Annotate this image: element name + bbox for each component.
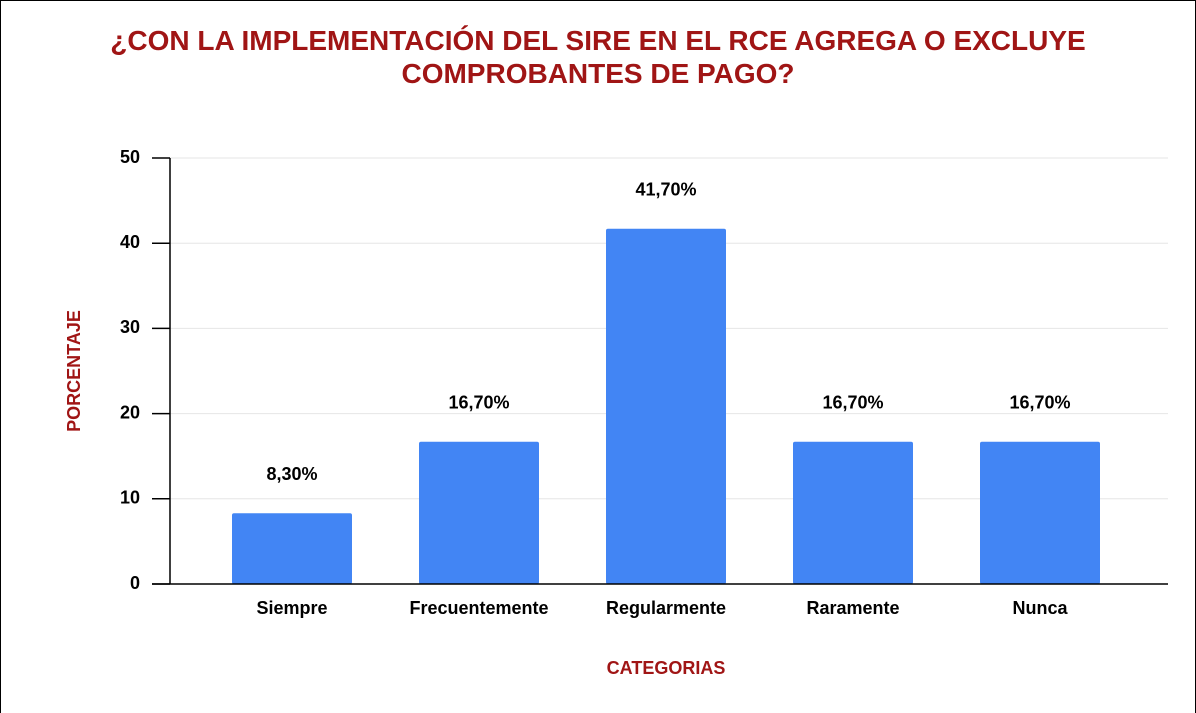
x-tick-label: Nunca xyxy=(1012,598,1068,618)
bar xyxy=(980,441,1100,584)
data-label: 16,70% xyxy=(1009,392,1070,412)
data-label: 41,70% xyxy=(635,179,696,199)
y-tick-label: 30 xyxy=(120,317,140,337)
y-tick-label: 0 xyxy=(130,573,140,593)
y-tick-label: 10 xyxy=(120,488,140,508)
x-tick-label: Regularmente xyxy=(606,598,726,618)
data-label: 8,30% xyxy=(266,464,317,484)
y-tick-label: 50 xyxy=(120,147,140,167)
y-tick-label: 20 xyxy=(120,402,140,422)
chart-title: ¿CON LA IMPLEMENTACIÓN DEL SIRE EN EL RC… xyxy=(110,25,1086,89)
bar xyxy=(606,228,726,584)
bar xyxy=(793,441,913,584)
data-label: 16,70% xyxy=(822,392,883,412)
x-tick-label: Raramente xyxy=(806,598,899,618)
x-tick-label: Frecuentemente xyxy=(409,598,548,618)
bar xyxy=(232,513,352,584)
x-axis-title: CATEGORIAS xyxy=(607,658,726,678)
y-axis-title: PORCENTAJE xyxy=(64,310,84,432)
y-tick-label: 40 xyxy=(120,232,140,252)
x-tick-label: Siempre xyxy=(256,598,327,618)
data-label: 16,70% xyxy=(448,392,509,412)
bar xyxy=(419,441,539,584)
